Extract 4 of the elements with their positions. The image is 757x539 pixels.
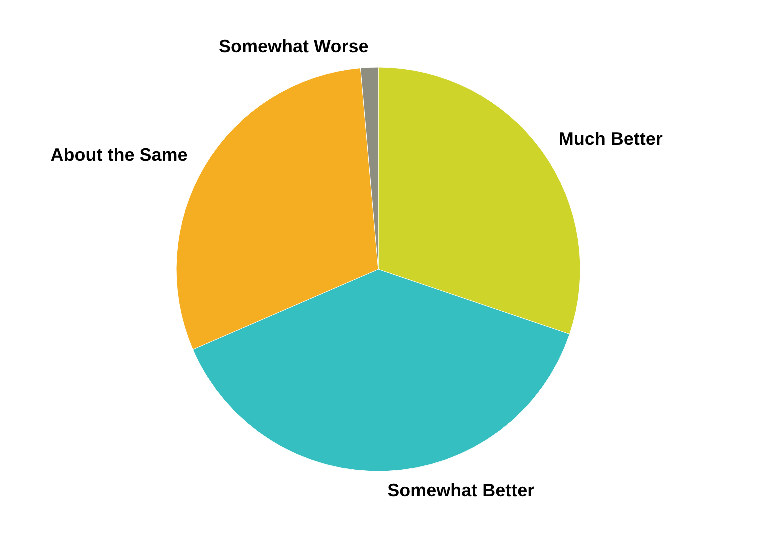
slice-label: Much Better [558, 129, 663, 150]
slice-label: Somewhat Better [388, 480, 535, 500]
slice-label: About the Same [50, 144, 188, 165]
slice-label: Somewhat Worse [219, 36, 369, 57]
